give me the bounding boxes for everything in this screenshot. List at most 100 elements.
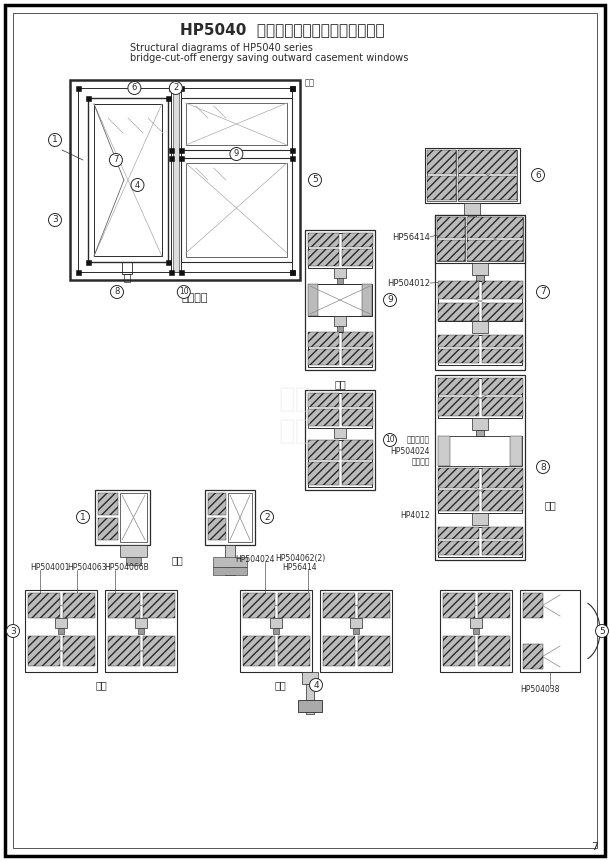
Text: 3: 3 [52, 215, 58, 225]
Bar [438, 527, 479, 539]
Bar [472, 418, 488, 430]
Bar [169, 148, 174, 153]
Text: HP504012: HP504012 [387, 278, 430, 288]
Bar [438, 378, 522, 418]
Circle shape [170, 82, 182, 95]
Text: 室外: 室外 [171, 555, 183, 565]
Bar [243, 593, 275, 618]
Bar [120, 545, 147, 557]
Bar [298, 700, 322, 712]
Bar [228, 493, 252, 542]
Text: 7: 7 [540, 288, 546, 296]
Bar [482, 281, 523, 299]
Bar [186, 163, 287, 257]
Bar [425, 148, 520, 203]
Bar [438, 281, 479, 299]
Bar [86, 260, 91, 265]
Bar [78, 88, 292, 272]
Text: 7: 7 [113, 156, 118, 164]
Bar [440, 590, 512, 672]
Bar [342, 349, 373, 365]
Text: HP504066B: HP504066B [104, 563, 149, 573]
Text: 4: 4 [313, 680, 319, 690]
Bar [138, 628, 144, 634]
Bar [438, 541, 479, 555]
Bar [334, 428, 346, 438]
Bar [472, 513, 488, 525]
Text: 7: 7 [592, 842, 598, 852]
Bar [323, 636, 355, 666]
Bar [438, 349, 479, 363]
Text: HP5040  系列斯桥隔热外开平开窗结构图: HP5040 系列斯桥隔热外开平开窗结构图 [180, 22, 385, 38]
Bar [25, 590, 97, 672]
Bar [482, 527, 523, 539]
Bar [467, 240, 523, 261]
Text: 6: 6 [132, 84, 137, 92]
Text: 室外: 室外 [274, 680, 286, 690]
Text: 8: 8 [540, 462, 546, 472]
Text: 玻璃垫块: 玻璃垫块 [412, 457, 430, 467]
Bar [342, 440, 373, 460]
Bar [179, 148, 184, 153]
Bar [98, 518, 118, 540]
Bar [98, 493, 118, 515]
Bar [270, 618, 282, 628]
Bar [438, 335, 522, 365]
Text: HP4012: HP4012 [400, 511, 430, 519]
Bar [58, 628, 64, 634]
Circle shape [131, 178, 144, 191]
Text: HP504024: HP504024 [235, 555, 274, 565]
Bar [470, 618, 482, 628]
Bar [438, 303, 479, 321]
Bar [323, 593, 355, 618]
Bar [308, 284, 318, 316]
Circle shape [49, 214, 62, 226]
Bar [358, 593, 390, 618]
Bar [427, 176, 456, 200]
Bar [438, 468, 522, 513]
Circle shape [128, 82, 141, 95]
Text: 玻璃密封胶: 玻璃密封胶 [407, 436, 430, 444]
Bar [55, 618, 67, 628]
Bar [478, 636, 510, 666]
Bar [166, 260, 171, 265]
Circle shape [537, 461, 550, 474]
Bar [438, 436, 522, 466]
Bar [166, 96, 171, 101]
Circle shape [110, 286, 123, 299]
Bar [70, 80, 300, 280]
Bar [306, 684, 314, 714]
Text: HP504024: HP504024 [390, 447, 430, 455]
Bar [308, 233, 339, 247]
Circle shape [309, 678, 323, 691]
Bar [290, 148, 295, 153]
Bar [108, 593, 140, 618]
Text: 2: 2 [264, 512, 270, 522]
Text: 4: 4 [135, 181, 140, 189]
Bar [458, 150, 517, 201]
Bar [427, 150, 456, 201]
Bar [437, 217, 465, 261]
Text: HP504038: HP504038 [520, 685, 560, 695]
Bar [225, 545, 235, 575]
Bar [337, 278, 343, 284]
Bar [76, 86, 81, 91]
Bar [305, 230, 375, 370]
Bar [290, 270, 295, 275]
Bar [308, 440, 339, 460]
Bar [467, 217, 523, 261]
Text: HP56414: HP56414 [282, 563, 317, 573]
Bar [353, 628, 359, 634]
Bar [476, 275, 484, 281]
Text: HP504062(2): HP504062(2) [275, 554, 325, 562]
Bar [124, 274, 130, 282]
Bar [308, 393, 339, 407]
Bar [476, 430, 484, 436]
Bar [362, 284, 372, 316]
Bar [443, 636, 475, 666]
Text: 室外: 室外 [95, 680, 107, 690]
Bar [482, 490, 523, 511]
Bar [427, 150, 456, 174]
Bar [438, 490, 479, 511]
Bar [342, 249, 373, 266]
